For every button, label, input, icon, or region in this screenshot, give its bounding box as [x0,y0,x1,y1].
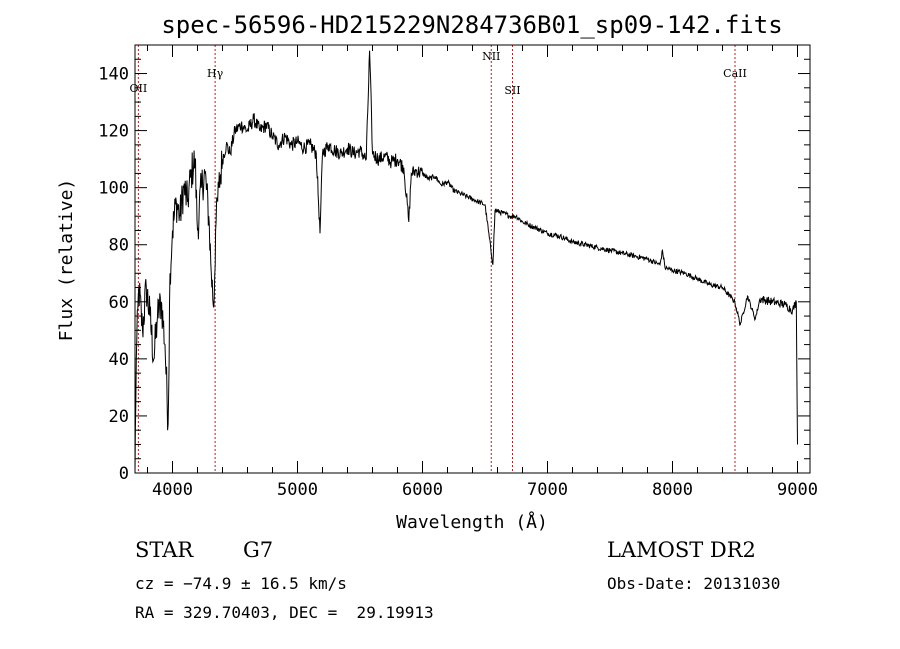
ra-dec: RA = 329.70403, DEC = 29.19913 [135,603,434,622]
marker-label: SII [504,84,520,97]
x-tick-label: 5000 [277,480,318,500]
marker-label: CaII [723,67,747,80]
y-tick-label: 140 [98,65,129,85]
marker-label: NII [482,50,500,63]
y-tick-label: 60 [109,293,129,313]
marker-label: OII [130,82,148,95]
spectrum-series [134,50,798,474]
marker-label: Hγ [207,67,224,80]
x-axis-label: Wavelength (Å) [396,511,548,533]
x-tick-label: 4000 [152,480,193,500]
y-tick-label: 0 [119,464,129,484]
y-tick-label: 100 [98,179,129,199]
survey-name: LAMOST DR2 [607,538,756,562]
object-subclass: G7 [243,538,274,562]
redshift-cz: cz = −74.9 ± 16.5 km/s [135,574,347,593]
x-tick-label: 7000 [527,480,568,500]
y-tick-label: 40 [109,350,129,370]
emission-line-markers: OII Hγ NII SII CaII [130,45,747,473]
chart-title: spec-56596-HD215229N284736B01_sp09-142.f… [161,11,782,39]
y-tick-label: 80 [109,236,129,256]
observation-date: Obs-Date: 20131030 [607,574,781,593]
x-tick-label: 8000 [652,480,693,500]
y-tick-label: 120 [98,122,129,142]
x-tick-label: 9000 [777,480,818,500]
y-axis-label: Flux (relative) [56,179,77,342]
axis-ticks: 4000 5000 6000 7000 8000 9000 0 20 40 60 80 100 120 1… [98,44,818,500]
object-class: STAR [135,538,194,562]
plot-frame [134,44,811,474]
y-tick-label: 20 [109,407,129,427]
x-tick-label: 6000 [402,480,443,500]
